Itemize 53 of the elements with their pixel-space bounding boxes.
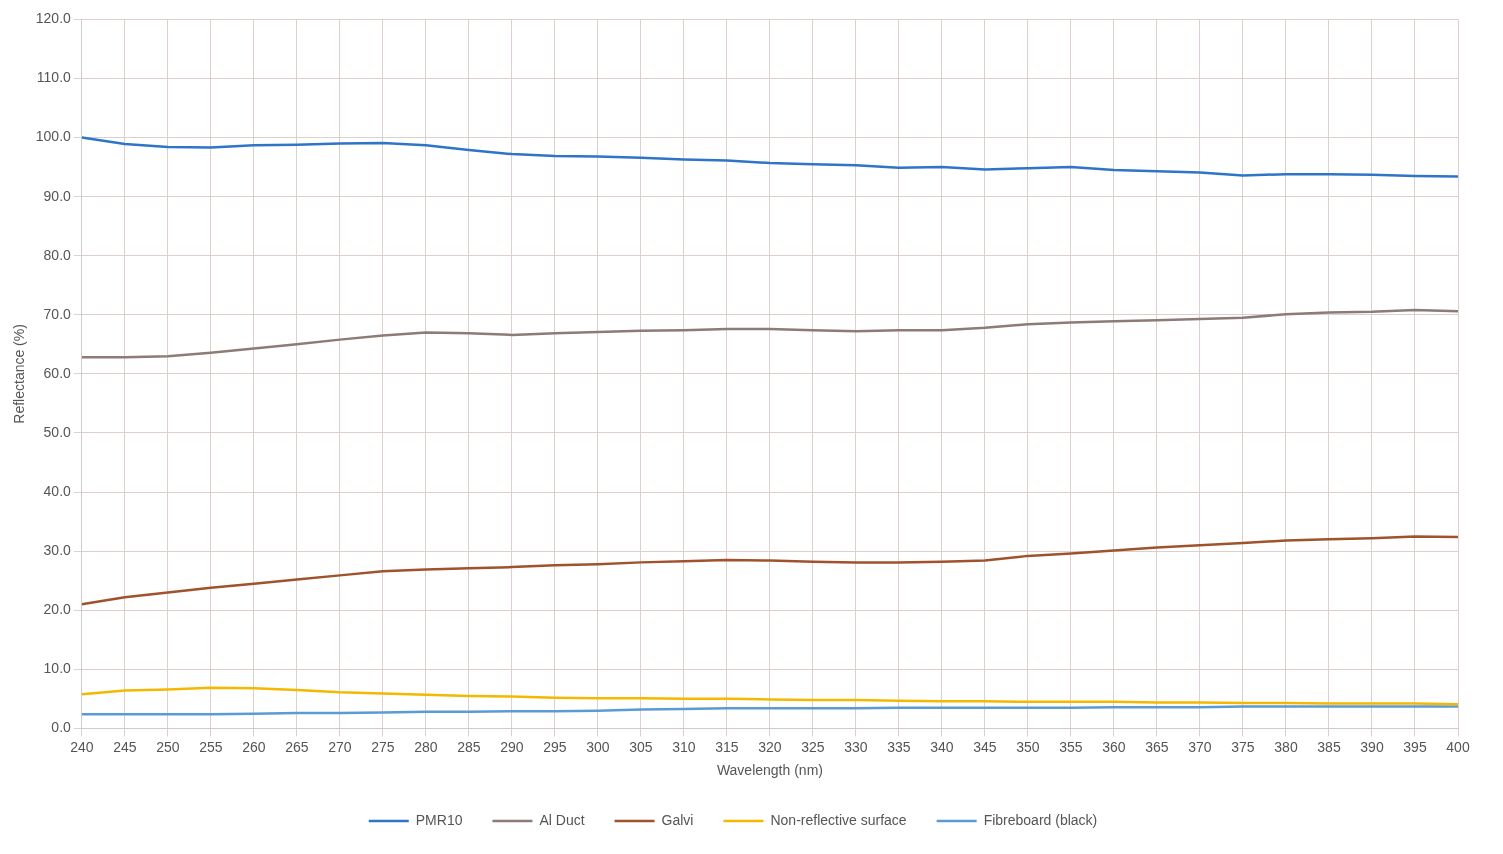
y-tick-label: 100.0 <box>35 128 72 145</box>
y-tick-label: 20.0 <box>43 601 72 618</box>
y-tick-label: 10.0 <box>43 660 72 677</box>
x-tick-label: 355 <box>1059 738 1083 755</box>
x-tick-label: 260 <box>242 738 266 755</box>
y-tick-label: 40.0 <box>43 482 72 499</box>
x-tick-label: 300 <box>586 738 610 755</box>
x-tick-label: 385 <box>1317 738 1341 755</box>
x-tick-label: 400 <box>1446 738 1470 755</box>
x-tick-label: 395 <box>1403 738 1427 755</box>
x-tick-label: 340 <box>930 738 954 755</box>
x-tick-label: 270 <box>328 738 352 755</box>
legend-label: Fibreboard (black) <box>983 811 1098 828</box>
x-tick-label: 365 <box>1145 738 1169 755</box>
y-tick-label: 0.0 <box>51 719 72 736</box>
y-tick-label: 110.0 <box>36 69 72 86</box>
x-tick-label: 390 <box>1360 738 1384 755</box>
legend-label: Al Duct <box>539 811 585 828</box>
legend-label: Galvi <box>661 811 694 828</box>
x-tick-label: 330 <box>844 738 868 755</box>
y-tick-label: 60.0 <box>43 364 72 381</box>
x-tick-label: 280 <box>414 738 438 755</box>
x-tick-label: 320 <box>758 738 782 755</box>
x-tick-label: 325 <box>801 738 825 755</box>
y-tick-label: 70.0 <box>43 305 72 322</box>
x-tick-label: 360 <box>1102 738 1126 755</box>
x-tick-label: 345 <box>973 738 997 755</box>
y-tick-label: 30.0 <box>43 542 72 559</box>
x-tick-label: 240 <box>70 738 94 755</box>
x-tick-label: 285 <box>457 738 481 755</box>
y-tick-label: 90.0 <box>43 187 72 204</box>
x-tick-label: 255 <box>199 738 223 755</box>
x-tick-label: 370 <box>1188 738 1212 755</box>
x-tick-label: 350 <box>1016 738 1040 755</box>
y-tick-label: 120.0 <box>35 10 72 27</box>
x-tick-label: 380 <box>1274 738 1298 755</box>
y-axis-title: Reflectance (%) <box>11 324 28 424</box>
y-tick-label: 80.0 <box>43 246 72 263</box>
x-tick-label: 250 <box>156 738 180 755</box>
x-tick-label: 375 <box>1231 738 1255 755</box>
x-tick-label: 290 <box>500 738 524 755</box>
x-axis-title: Wavelength (nm) <box>716 762 823 779</box>
y-tick-label: 50.0 <box>43 423 72 440</box>
x-tick-label: 275 <box>371 738 395 755</box>
x-tick-label: 295 <box>543 738 567 755</box>
x-tick-label: 315 <box>715 738 739 755</box>
x-tick-label: 245 <box>113 738 137 755</box>
legend-label: PMR10 <box>415 811 463 828</box>
x-tick-label: 335 <box>887 738 911 755</box>
legend-label: Non-reflective surface <box>770 811 907 828</box>
x-tick-label: 265 <box>285 738 309 755</box>
x-tick-label: 310 <box>672 738 696 755</box>
x-tick-label: 305 <box>629 738 653 755</box>
